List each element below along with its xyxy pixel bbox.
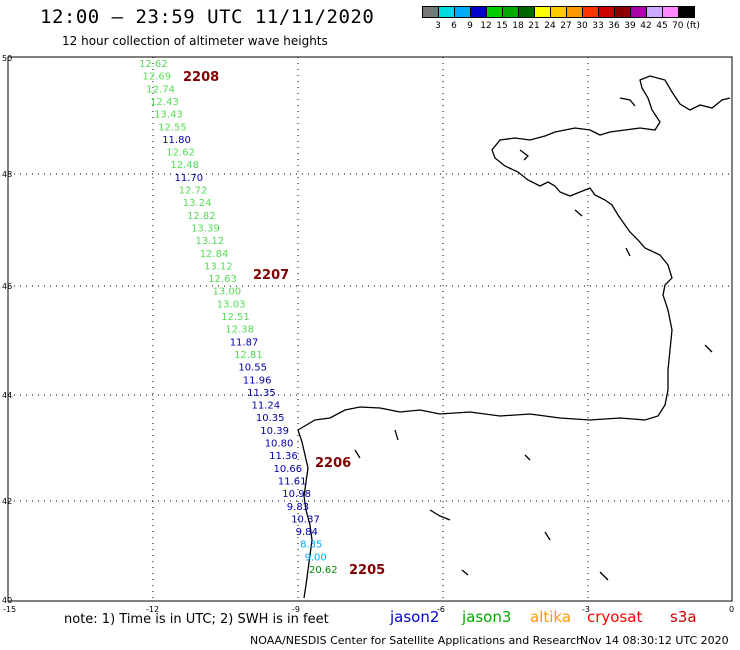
colorbar-label: 12 <box>480 21 492 31</box>
colorbar-label: 70 (ft) <box>672 21 700 31</box>
colorbar-label: 3 <box>435 21 441 31</box>
mission-jason2: jason2 <box>390 608 440 626</box>
colorbar-label: 45 <box>656 21 668 31</box>
lon-tick-label: -12 <box>146 605 159 614</box>
colorbar-label: 39 <box>624 21 636 31</box>
swh-value: 11.80 <box>162 135 191 146</box>
colorbar-label: 6 <box>451 21 457 31</box>
swh-value: 20.62 <box>309 565 338 576</box>
lat-tick-label: 42 <box>2 497 12 506</box>
map-title: 12:00 – 23:59 UTC 11/11/2020 <box>40 6 375 28</box>
pass-label: 2207 <box>253 268 289 283</box>
lon-tick-label: 0 <box>729 605 734 614</box>
swh-value: 13.12 <box>196 236 225 247</box>
colorbar-label: 18 <box>512 21 524 31</box>
map-subtitle: 12 hour collection of altimeter wave hei… <box>62 34 328 48</box>
lat-tick-label: 46 <box>2 282 12 291</box>
graticule <box>8 57 732 601</box>
swh-value: 13.43 <box>154 110 183 121</box>
lon-tick-label: -3 <box>582 605 590 614</box>
generated-timestamp: Nov 14 08:30:12 UTC 2020 <box>580 634 729 647</box>
colorbar-label: 33 <box>592 21 604 31</box>
swh-value: 9.83 <box>287 502 309 513</box>
colorbar-label: 30 <box>576 21 588 31</box>
lat-tick-label: 48 <box>2 170 12 179</box>
swh-value: 13.39 <box>191 224 220 235</box>
mission-cryosat: cryosat <box>587 608 643 626</box>
colorbar-label: 24 <box>544 21 556 31</box>
swh-value: 12.43 <box>150 97 179 108</box>
swh-value: 10.66 <box>274 464 303 475</box>
swh-value: 11.35 <box>247 388 276 399</box>
swh-value: 10.39 <box>260 426 289 437</box>
colorbar-label: 21 <box>528 21 540 31</box>
swh-value: 11.61 <box>278 476 307 487</box>
swh-value: 12.55 <box>158 122 187 133</box>
swh-value: 11.36 <box>269 451 298 462</box>
swh-value: 11.96 <box>243 375 272 386</box>
colorbar-swatch <box>678 6 695 18</box>
swh-value: 9.84 <box>296 527 318 538</box>
colorbar-label: 42 <box>640 21 652 31</box>
swh-value: 11.87 <box>230 337 259 348</box>
swh-value: 12.51 <box>221 312 250 323</box>
swh-value: 11.70 <box>175 173 204 184</box>
swh-value: 12.48 <box>170 160 199 171</box>
coastline <box>297 75 731 599</box>
swh-value: 9.00 <box>305 552 327 563</box>
swh-value: 12.38 <box>225 325 254 336</box>
colorbar-label: 36 <box>608 21 620 31</box>
swh-value: 10.35 <box>256 413 285 424</box>
swh-value: 10.37 <box>291 514 320 525</box>
lon-tick-label: -15 <box>3 605 16 614</box>
swh-value: 12.63 <box>208 274 237 285</box>
swh-value: 12.72 <box>179 186 208 197</box>
mission-jason3: jason3 <box>462 608 512 626</box>
colorbar-label: 15 <box>496 21 508 31</box>
swh-value: 10.98 <box>282 489 311 500</box>
colorbar-label: 27 <box>560 21 572 31</box>
swh-value: 12.62 <box>139 59 168 70</box>
pass-label: 2208 <box>183 70 219 85</box>
swh-value: 12.84 <box>200 249 229 260</box>
mission-altika: altika <box>530 608 572 626</box>
credit-line: NOAA/NESDIS Center for Satellite Applica… <box>250 634 584 647</box>
lat-tick-label: 40 <box>2 596 12 605</box>
footer-note: note: 1) Time is in UTC; 2) SWH is in fe… <box>64 612 329 627</box>
lat-tick-label: 44 <box>2 391 12 400</box>
swh-value: 12.81 <box>234 350 263 361</box>
pass-label: 2205 <box>349 563 385 578</box>
swh-value: 12.82 <box>187 211 216 222</box>
swh-value: 13.12 <box>204 261 233 272</box>
mission-s3a: s3a <box>670 608 697 626</box>
swh-value: 11.24 <box>252 401 281 412</box>
lon-tick-label: -9 <box>292 605 300 614</box>
swh-value: 10.80 <box>265 439 294 450</box>
pass-label: 2206 <box>315 456 351 471</box>
swh-value: 10.55 <box>238 363 267 374</box>
swh-value: 12.69 <box>143 72 172 83</box>
swh-value: 13.00 <box>213 287 242 298</box>
swh-value: 8.35 <box>300 540 322 551</box>
map-frame <box>7 56 733 602</box>
swh-value: 13.24 <box>183 198 212 209</box>
swh-colorbar <box>422 6 695 18</box>
lon-tick-label: -6 <box>437 605 445 614</box>
swh-value: 12.74 <box>146 84 175 95</box>
lat-tick-label: 50 <box>2 54 12 63</box>
swh-value: 13.03 <box>217 299 246 310</box>
colorbar-label: 9 <box>467 21 473 31</box>
swh-value: 12.62 <box>166 148 195 159</box>
